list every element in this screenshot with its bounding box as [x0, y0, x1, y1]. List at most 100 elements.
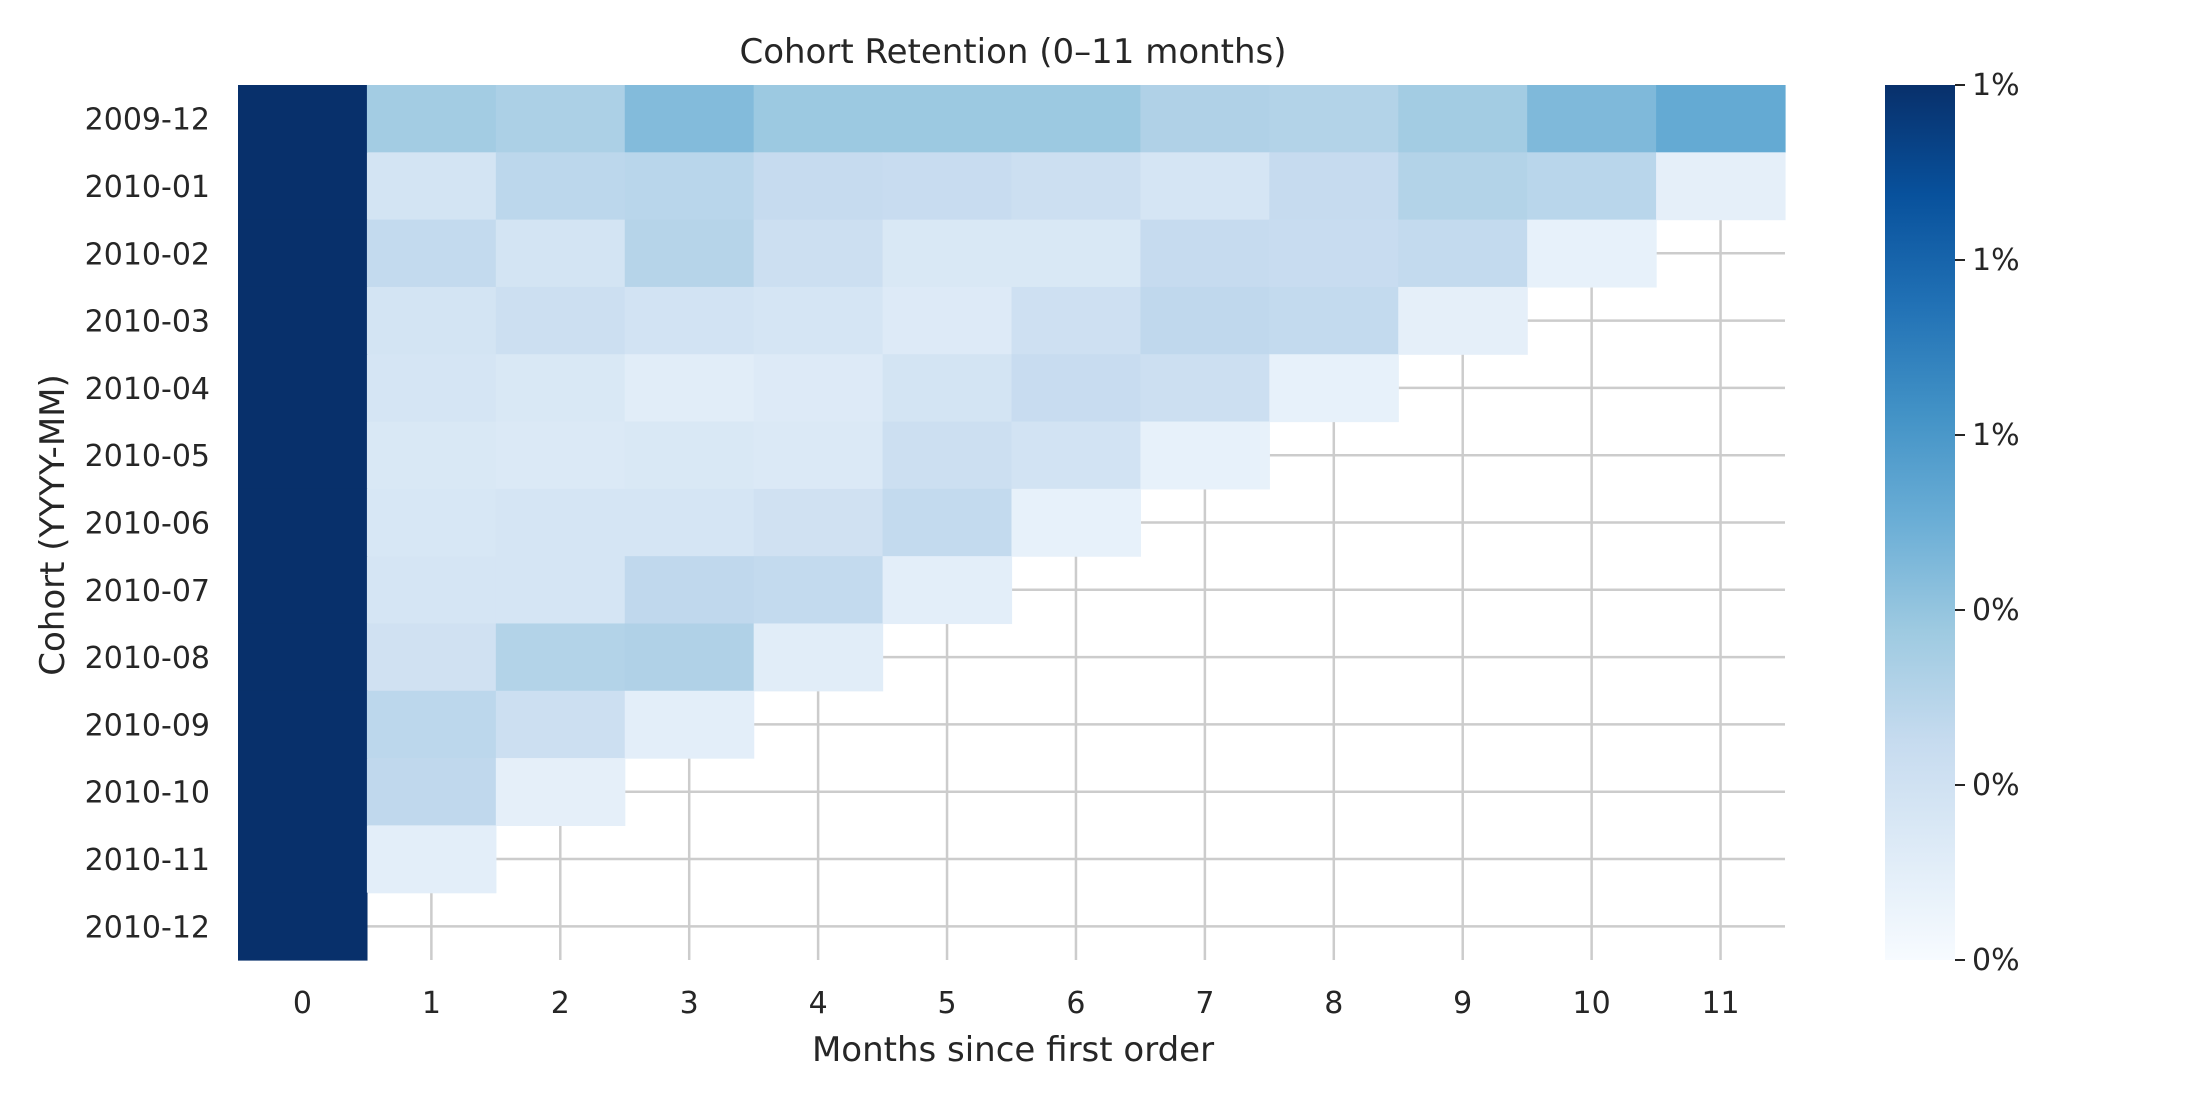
- heatmap-cell: [753, 354, 884, 423]
- heatmap-cell: [753, 556, 884, 625]
- heatmap-cell: [1269, 152, 1399, 221]
- heatmap-cell: [495, 421, 626, 490]
- colorbar: 1% 1% 1% 0% 0% 0%: [1885, 68, 2020, 978]
- colorbar-tick-label: 0%: [1972, 768, 2020, 803]
- heatmap-cell: [624, 556, 755, 625]
- heatmap-cell: [366, 421, 497, 490]
- heatmap-cell: [624, 286, 755, 355]
- axis-tick-labels: 0 1 2 3 4 5 6 7 8 9 10 11 2009-12 2010-01 2010-02 2010-…: [85, 103, 1740, 1021]
- y-tick-label: 2010-07: [85, 574, 210, 609]
- x-tick-label: 1: [422, 986, 441, 1021]
- heatmap-cell: [1527, 85, 1657, 153]
- heatmap-cell: [366, 556, 497, 625]
- heatmap-cell: [753, 219, 884, 288]
- y-tick-label: 2009-12: [85, 103, 210, 138]
- heatmap-cell: [1398, 219, 1528, 288]
- heatmap-cell: [366, 825, 497, 894]
- y-tick-label: 2010-09: [85, 708, 210, 743]
- heatmap-cell: [1527, 219, 1657, 288]
- heatmap-cell: [624, 623, 755, 692]
- heatmap-cell: [753, 421, 884, 490]
- heatmap-cell: [1140, 152, 1270, 221]
- heatmap-cell: [1011, 354, 1142, 423]
- heatmap-cell: [366, 758, 497, 826]
- heatmap-cells: [238, 85, 1786, 961]
- heatmap-cell: [1656, 152, 1786, 221]
- heatmap-cell: [1269, 354, 1399, 423]
- heatmap-cell: [1527, 152, 1657, 221]
- heatmap-cell: [1140, 85, 1270, 153]
- y-axis-label: Cohort (YYYY-MM): [33, 374, 73, 676]
- colorbar-tick-label: 1%: [1972, 418, 2020, 453]
- heatmap-cell: [1398, 152, 1528, 221]
- y-tick-label: 2010-08: [85, 641, 210, 676]
- y-tick-label: 2010-05: [85, 439, 210, 474]
- y-tick-label: 2010-04: [85, 372, 210, 407]
- heatmap-cell: [624, 421, 755, 490]
- heatmap-cell: [1269, 85, 1399, 153]
- y-tick-label: 2010-06: [85, 507, 210, 542]
- heatmap-cell: [1140, 354, 1270, 423]
- heatmap-cell: [238, 152, 368, 221]
- heatmap-cell: [1398, 85, 1528, 153]
- heatmap-cell: [238, 488, 368, 557]
- x-tick-label: 4: [809, 986, 828, 1021]
- heatmap-cell: [238, 354, 368, 423]
- heatmap-cell: [495, 623, 626, 692]
- heatmap-cell: [882, 421, 1013, 490]
- heatmap-cell: [882, 286, 1013, 355]
- heatmap-cell: [1011, 488, 1142, 557]
- colorbar-tick-label: 0%: [1972, 943, 2020, 978]
- heatmap-cell: [1011, 286, 1142, 355]
- x-tick-label: 2: [551, 986, 570, 1021]
- colorbar-gradient: [1885, 85, 1955, 960]
- heatmap-cell: [753, 286, 884, 355]
- heatmap-cell: [495, 85, 626, 153]
- heatmap-cell: [495, 286, 626, 355]
- x-tick-label: 8: [1324, 986, 1343, 1021]
- heatmap-cell: [366, 690, 497, 759]
- chart-title: Cohort Retention (0–11 months): [739, 32, 1286, 72]
- heatmap-cell: [238, 286, 368, 355]
- heatmap-cell: [1011, 421, 1142, 490]
- heatmap-cell: [753, 85, 884, 153]
- heatmap-cell: [1269, 286, 1399, 355]
- colorbar-tick-label: 0%: [1972, 593, 2020, 628]
- heatmap-cell: [624, 85, 755, 153]
- heatmap-cell: [495, 152, 626, 221]
- heatmap-cell: [366, 286, 497, 355]
- heatmap-cell: [495, 758, 626, 826]
- heatmap-cell: [238, 758, 368, 826]
- heatmap-cell: [1140, 219, 1270, 288]
- heatmap-cell: [238, 892, 368, 961]
- heatmap-cell: [624, 219, 755, 288]
- y-tick-label: 2010-02: [85, 237, 210, 272]
- heatmap-cell: [1140, 421, 1270, 490]
- heatmap-cell: [1656, 85, 1786, 153]
- y-tick-label: 2010-01: [85, 170, 210, 205]
- x-tick-label: 10: [1573, 986, 1611, 1021]
- y-tick-label: 2010-12: [85, 910, 210, 945]
- x-tick-label: 3: [680, 986, 699, 1021]
- heatmap-cell: [238, 690, 368, 759]
- y-tick-label: 2010-10: [85, 776, 210, 811]
- heatmap-cell: [624, 354, 755, 423]
- heatmap-cell: [495, 556, 626, 625]
- heatmap-cell: [1269, 219, 1399, 288]
- heatmap-cell: [238, 85, 368, 153]
- heatmap-cell: [366, 85, 497, 153]
- heatmap-cell: [1011, 152, 1142, 221]
- heatmap-cell: [366, 354, 497, 423]
- heatmap-cell: [238, 623, 368, 692]
- colorbar-tick-label: 1%: [1972, 68, 2020, 103]
- heatmap-cell: [624, 152, 755, 221]
- x-tick-label: 0: [293, 986, 312, 1021]
- y-tick-label: 2010-03: [85, 305, 210, 340]
- heatmap-cell: [495, 354, 626, 423]
- heatmap-cell: [1011, 219, 1142, 288]
- x-tick-label: 6: [1066, 986, 1085, 1021]
- x-axis-label: Months since first order: [812, 1030, 1214, 1070]
- colorbar-tick-label: 1%: [1972, 243, 2020, 278]
- heatmap-cell: [1140, 286, 1270, 355]
